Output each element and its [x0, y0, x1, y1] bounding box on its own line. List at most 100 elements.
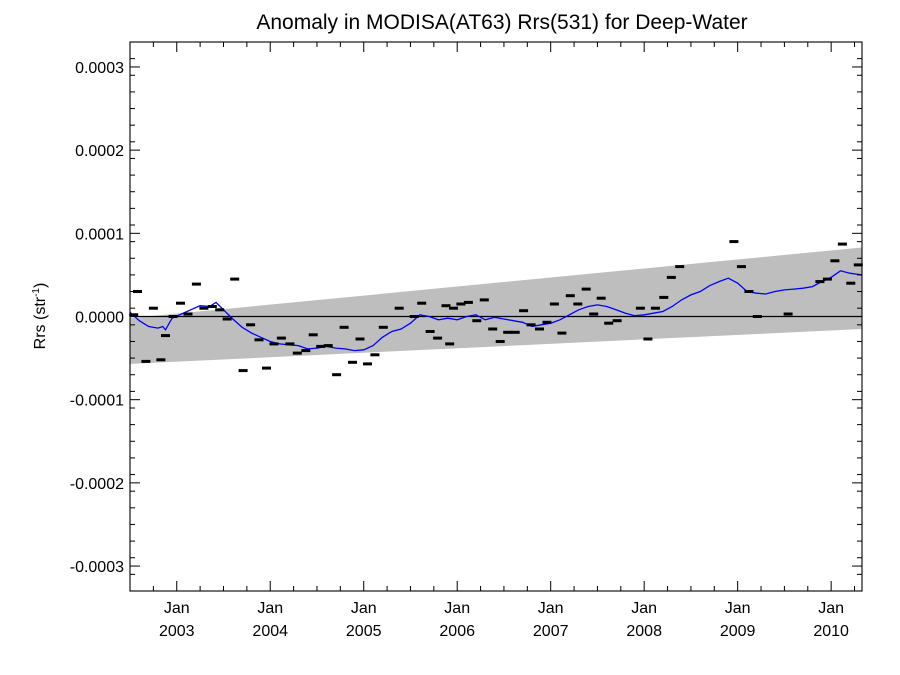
monthly-data-point — [378, 325, 388, 329]
monthly-data-point — [549, 302, 559, 306]
x-tick-year-label: 2004 — [252, 623, 288, 640]
monthly-data-point — [339, 325, 349, 329]
y-tick-label: 0.0000 — [75, 310, 124, 327]
monthly-data-point — [433, 336, 443, 340]
monthly-data-point — [254, 338, 264, 342]
monthly-data-point — [589, 312, 599, 316]
monthly-data-point — [168, 315, 178, 318]
y-axis-title-superscript: -1 — [31, 288, 42, 297]
monthly-data-point — [596, 296, 606, 300]
monthly-data-point — [449, 306, 458, 310]
monthly-data-point — [488, 327, 498, 331]
x-tick-month-label: Jan — [444, 600, 470, 617]
y-tick-label: -0.0002 — [70, 476, 124, 493]
monthly-data-point — [156, 358, 166, 362]
monthly-data-point — [161, 334, 170, 338]
monthly-data-point — [479, 298, 489, 302]
y-tick-label: 0.0002 — [75, 143, 124, 160]
monthly-data-point — [472, 319, 482, 323]
monthly-data-point — [323, 344, 333, 348]
monthly-data-point — [215, 308, 225, 312]
monthly-data-point — [133, 290, 142, 293]
monthly-data-point — [230, 277, 240, 281]
monthly-data-point — [604, 321, 614, 325]
monthly-data-point — [441, 304, 451, 308]
monthly-data-point — [417, 301, 427, 305]
monthly-data-point — [262, 366, 271, 370]
monthly-data-point — [822, 277, 832, 281]
monthly-data-point — [519, 309, 529, 313]
monthly-data-point — [736, 265, 746, 269]
chart-title: Anomaly in MODISA(AT63) Rrs(531) for Dee… — [256, 11, 747, 34]
monthly-data-point — [495, 340, 505, 343]
monthly-data-point — [355, 337, 365, 341]
x-tick-year-label: 2009 — [720, 623, 756, 640]
y-axis-title-main: Rrs (str — [32, 296, 49, 349]
monthly-data-point — [394, 306, 404, 310]
y-axis-title-close: ) — [32, 283, 49, 288]
monthly-data-point — [316, 344, 326, 348]
monthly-data-point — [269, 342, 279, 346]
y-axis-title: Rrs (str-1) — [31, 283, 49, 350]
monthly-data-point — [846, 281, 856, 285]
monthly-data-point — [837, 242, 847, 246]
x-tick-year-label: 2005 — [346, 623, 382, 640]
monthly-data-point — [581, 287, 591, 291]
x-tick-year-label: 2006 — [439, 623, 475, 640]
monthly-data-point — [246, 323, 256, 327]
monthly-data-point — [612, 319, 622, 323]
monthly-data-point — [752, 315, 762, 318]
y-tick-label: -0.0001 — [70, 393, 124, 410]
monthly-data-point — [526, 323, 536, 327]
y-tick-label: 0.0003 — [75, 60, 124, 77]
monthly-data-point — [148, 306, 158, 310]
monthly-data-point — [666, 275, 676, 279]
monthly-data-point — [363, 362, 372, 366]
x-tick-month-label: Jan — [351, 600, 377, 617]
monthly-data-point — [783, 312, 793, 316]
monthly-data-point — [510, 330, 520, 334]
monthly-data-point — [409, 315, 419, 318]
monthly-data-point — [425, 330, 435, 333]
monthly-data-point — [348, 360, 357, 364]
monthly-data-point — [141, 359, 151, 363]
monthly-data-point — [535, 327, 544, 331]
x-tick-year-label: 2003 — [159, 623, 195, 640]
x-tick-month-label: Jan — [631, 600, 657, 617]
monthly-data-point — [191, 282, 201, 286]
monthly-data-point — [503, 330, 513, 334]
monthly-data-point — [815, 280, 825, 284]
monthly-data-point — [744, 290, 754, 293]
x-tick-month-label: Jan — [818, 600, 844, 617]
monthly-data-point — [456, 302, 466, 306]
monthly-data-point — [332, 373, 342, 377]
x-tick-year-label: 2010 — [813, 623, 849, 640]
monthly-data-point — [659, 295, 669, 299]
monthly-data-point — [276, 336, 286, 340]
monthly-data-point — [542, 320, 552, 324]
monthly-data-point — [643, 337, 653, 341]
plot-area: 0.0003 0.0002 0.0001 0.0000 -0.0001 -0.0002 -0… — [70, 41, 863, 640]
monthly-data-point — [557, 331, 567, 335]
x-tick-month-label: Jan — [164, 600, 190, 617]
running-mean-line — [129, 270, 863, 352]
monthly-data-point — [183, 312, 193, 316]
x-tick-month-label: Jan — [538, 600, 564, 617]
monthly-data-point — [573, 302, 583, 306]
x-tick-month-label: Jan — [257, 600, 283, 617]
monthly-data-point — [565, 294, 575, 298]
monthly-data-point — [238, 369, 248, 373]
monthly-data-point — [853, 263, 863, 267]
monthly-data-point — [463, 300, 473, 304]
monthly-data-point — [292, 351, 302, 355]
monthly-data-point — [199, 306, 209, 310]
monthly-data-point — [176, 301, 185, 305]
monthly-data-point — [729, 240, 739, 244]
confidence-band — [130, 247, 862, 364]
x-tick-year-label: 2008 — [626, 623, 662, 640]
monthly-data-point — [650, 306, 660, 310]
monthly-data-point — [675, 265, 685, 269]
monthly-data-point — [207, 305, 217, 308]
y-tick-label: 0.0001 — [75, 226, 124, 243]
